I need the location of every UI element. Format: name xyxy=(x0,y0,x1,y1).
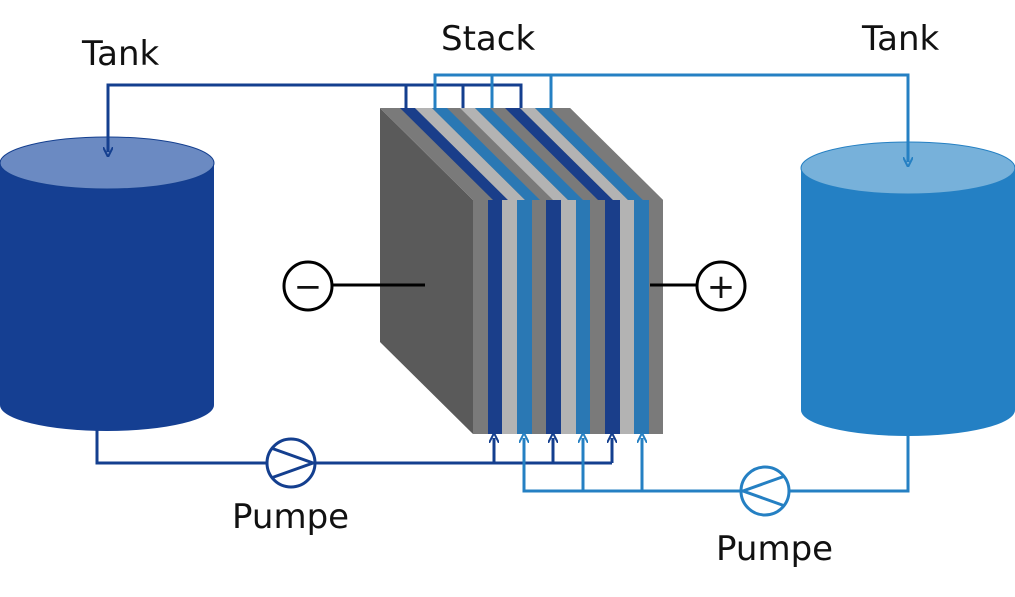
tank-left xyxy=(0,136,215,431)
stack-left-face xyxy=(380,108,473,434)
stack xyxy=(380,108,663,434)
pump-left xyxy=(265,437,318,489)
pump-right-label: Pumpe xyxy=(716,529,833,569)
terminal-negative-label: − xyxy=(294,267,323,307)
pipe-bottom-light xyxy=(524,436,910,493)
pump-left-label: Pumpe xyxy=(232,497,349,537)
terminal-positive: + xyxy=(650,260,747,312)
stack-label: Stack xyxy=(441,19,535,59)
tank-right-label: Tank xyxy=(861,19,940,59)
tank-right xyxy=(800,141,1015,436)
pipe-top-dark xyxy=(108,83,523,152)
pump-right xyxy=(738,465,791,517)
pipe-top-light xyxy=(433,73,908,162)
tank-left-label: Tank xyxy=(81,34,160,74)
pipe-bottom-dark xyxy=(95,430,612,465)
tank-left-body xyxy=(0,163,214,431)
tank-right-body xyxy=(801,168,1015,436)
terminal-positive-label: + xyxy=(707,267,736,307)
terminal-negative: − xyxy=(282,260,425,312)
